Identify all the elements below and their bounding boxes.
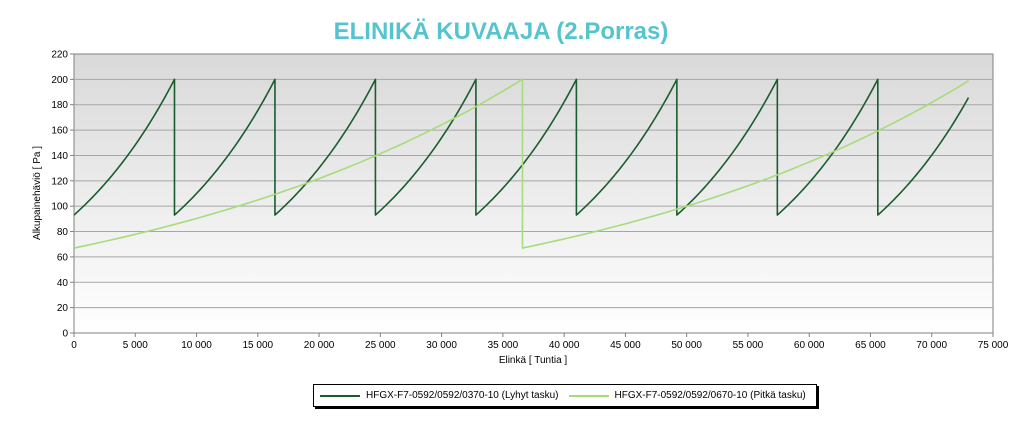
legend: HFGX-F7-0592/0592/0370-10 (Lyhyt tasku) … xyxy=(313,384,817,407)
y-tick-label: 80 xyxy=(57,227,69,238)
series-line-pitka-tasku xyxy=(73,78,969,249)
y-tick-label: 200 xyxy=(51,75,68,86)
x-tick-label: 55 000 xyxy=(733,340,764,351)
y-tick-label: 120 xyxy=(51,176,68,187)
x-axis-title: Elinkä [ Tuntia ] xyxy=(499,355,568,366)
x-tick-label: 15 000 xyxy=(243,340,274,351)
x-tick-label: 75 000 xyxy=(978,340,1009,351)
x-tick-label: 5 000 xyxy=(123,340,148,351)
y-tick-label: 0 xyxy=(62,329,68,340)
x-tick-label: 35 000 xyxy=(488,340,519,351)
legend-label-lyhyt: HFGX-F7-0592/0592/0370-10 (Lyhyt tasku) xyxy=(366,390,559,401)
legend-item-pitka: HFGX-F7-0592/0592/0670-10 (Pitkä tasku) xyxy=(568,390,806,401)
y-tick-label: 20 xyxy=(57,303,69,314)
legend-item-lyhyt: HFGX-F7-0592/0592/0370-10 (Lyhyt tasku) xyxy=(320,390,559,401)
series-line-lyhyt-tasku xyxy=(73,78,970,216)
axis-layer: 0 20 40 60 80 100 120 140 160 180 200 220 0 5 000 10 0… xyxy=(51,50,1008,352)
x-tick-label: 10 000 xyxy=(181,340,212,351)
plot-area xyxy=(73,53,994,334)
y-tick-label: 140 xyxy=(51,151,68,162)
x-tick-label: 65 000 xyxy=(855,340,886,351)
y-tick-label: 100 xyxy=(51,202,68,213)
y-tick-label: 60 xyxy=(57,252,69,263)
y-tick-label: 40 xyxy=(57,278,69,289)
series-layer xyxy=(73,78,970,249)
legend-swatch-lyhyt xyxy=(320,394,360,397)
x-tick-label: 40 000 xyxy=(549,340,580,351)
x-tick-label: 25 000 xyxy=(365,340,396,351)
y-tick-label: 160 xyxy=(51,126,68,137)
x-tick-label: 45 000 xyxy=(610,340,641,351)
legend-label-pitka: HFGX-F7-0592/0592/0670-10 (Pitkä tasku) xyxy=(614,390,806,401)
x-tick-label: 0 xyxy=(71,340,77,351)
x-tick-label: 60 000 xyxy=(794,340,825,351)
y-axis-title: Alkupainehäviö [ Pa ] xyxy=(32,146,43,240)
y-tick-label: 180 xyxy=(51,100,68,111)
x-tick-label: 70 000 xyxy=(916,340,947,351)
x-tick-label: 20 000 xyxy=(304,340,335,351)
y-tick-label: 220 xyxy=(51,50,68,61)
x-tick-label: 30 000 xyxy=(426,340,457,351)
grid-layer xyxy=(74,78,993,309)
legend-swatch-pitka xyxy=(568,394,609,397)
x-tick-label: 50 000 xyxy=(671,340,702,351)
chart-title: ELINIKÄ KUVAAJA (2.Porras) xyxy=(333,18,669,45)
